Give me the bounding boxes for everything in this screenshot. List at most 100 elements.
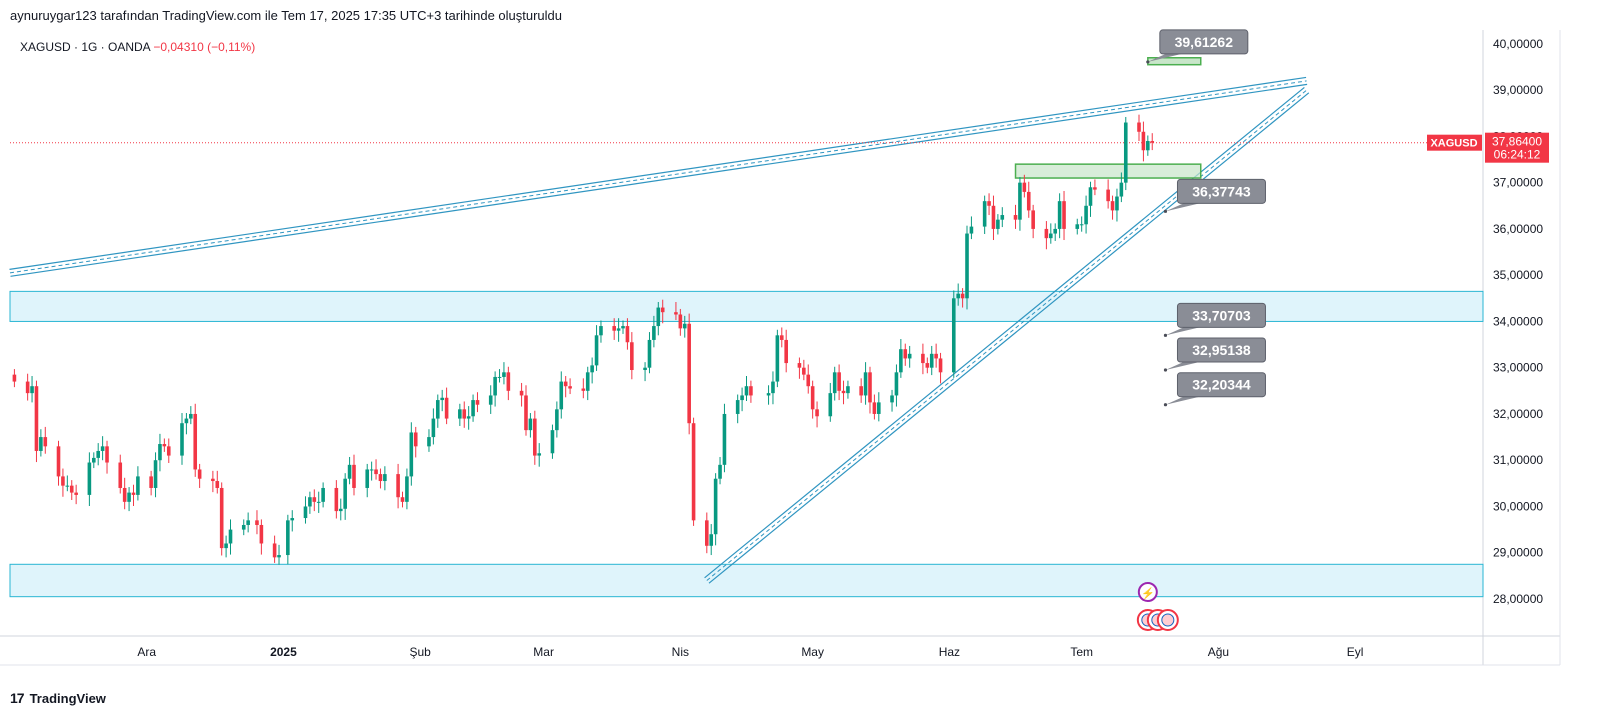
candle-body	[334, 487, 339, 512]
candle-body	[30, 386, 34, 394]
price-tick-label: 34,00000	[1493, 314, 1543, 328]
time-tick-May: May	[801, 645, 824, 659]
candle-body	[894, 372, 899, 396]
candle-body	[519, 390, 524, 396]
callout-label: 39,61262	[1175, 34, 1234, 50]
callout-anchor-dot	[1163, 403, 1168, 407]
callout-label: 33,70703	[1192, 307, 1251, 323]
candle-body	[409, 432, 414, 477]
candle-body	[462, 409, 467, 419]
time-tick-Eyl: Eyl	[1347, 645, 1364, 659]
time-tick-Tem: Tem	[1070, 645, 1093, 659]
candle-body	[405, 476, 409, 502]
candle-body	[660, 307, 665, 313]
candle-body	[259, 524, 264, 544]
tradingview-logo-icon: 17	[10, 690, 25, 706]
candle-body	[996, 219, 1000, 229]
upper-channel-edge-b	[9, 76, 1307, 270]
candle-body	[246, 520, 250, 525]
candle-body	[555, 409, 559, 431]
candle-body	[951, 298, 956, 373]
candle-body	[166, 446, 171, 456]
candle-body	[1150, 141, 1155, 143]
candle-body	[899, 349, 903, 373]
candle-body	[458, 409, 462, 419]
candle-body	[1049, 233, 1053, 239]
candle-body	[991, 205, 996, 229]
candle-body	[828, 393, 833, 417]
candle-body	[674, 312, 678, 315]
candle-body	[162, 444, 167, 447]
lightning-glyph: ⚡	[1141, 587, 1155, 600]
candle-body	[435, 400, 440, 419]
candle-body	[938, 358, 943, 373]
candle-body	[722, 413, 727, 465]
callout-anchor-dot	[1163, 333, 1168, 337]
candle-body	[1075, 224, 1080, 229]
candle-body	[599, 326, 603, 336]
candle-body	[771, 381, 775, 394]
callout-anchor-dot	[1146, 60, 1150, 64]
callout-anchor-dot	[1163, 209, 1168, 213]
symbol-info: XAGUSD · 1G · OANDA −0,04310 (−0,11%)	[20, 40, 255, 54]
candle-body	[744, 386, 749, 396]
candle-body	[122, 487, 127, 502]
rising-support-center	[706, 89, 1307, 581]
candle-body	[568, 386, 572, 389]
candle-body	[630, 342, 634, 371]
candle-body	[105, 446, 109, 463]
candle-body	[956, 293, 960, 299]
candle-body	[524, 395, 528, 431]
time-tick-Haz: Haz	[939, 645, 960, 659]
candle-body	[427, 437, 431, 447]
candle-body	[1084, 205, 1088, 225]
candle-body	[290, 518, 295, 521]
candle-body	[815, 409, 819, 417]
candle-body	[652, 326, 656, 340]
candle-body	[272, 543, 277, 558]
time-tick-Ara: Ara	[137, 645, 156, 659]
candle-body	[74, 492, 78, 495]
candle-body	[1013, 215, 1018, 220]
candle-body	[533, 418, 537, 456]
candle-body	[1053, 228, 1058, 234]
candle-body	[1088, 187, 1093, 206]
callout-label: 36,37743	[1192, 183, 1251, 199]
price-tick-label: 33,00000	[1493, 361, 1543, 375]
candle-body	[960, 293, 965, 299]
candle-body	[982, 201, 987, 227]
time-tick-Ağu: Ağu	[1208, 645, 1229, 659]
candle-body	[846, 386, 850, 394]
price-callout-0: 39,61262	[1146, 29, 1249, 64]
candle-body	[929, 353, 934, 368]
candle-body	[718, 464, 722, 479]
candle-body	[810, 386, 815, 410]
candle-body	[965, 233, 969, 299]
candle-body	[1106, 189, 1110, 202]
candle-body	[343, 478, 347, 509]
candle-body	[277, 555, 281, 558]
candle-body	[678, 314, 683, 329]
candle-body	[193, 413, 198, 470]
zone-1	[9, 563, 1484, 598]
price-tick-label: 37,00000	[1493, 176, 1543, 190]
time-tick-Mar: Mar	[533, 645, 554, 659]
candle-body	[832, 372, 837, 394]
candle-body	[784, 339, 788, 364]
price-tick-label: 30,00000	[1493, 499, 1543, 513]
candle-body	[431, 418, 436, 438]
last-price-value: 37,86400	[1492, 135, 1542, 149]
candle-body	[1119, 182, 1124, 197]
candle-body	[907, 353, 912, 359]
candle-body	[890, 395, 894, 403]
candle-body	[197, 469, 202, 479]
brand-name: TradingView	[29, 690, 106, 706]
candle-body	[987, 201, 991, 206]
candle-body	[312, 497, 317, 502]
candle-body	[537, 453, 542, 456]
candle-body	[682, 323, 687, 329]
candle-body	[837, 372, 841, 391]
price-callout-3: 32,95138	[1163, 337, 1266, 372]
candle-body	[149, 476, 153, 488]
